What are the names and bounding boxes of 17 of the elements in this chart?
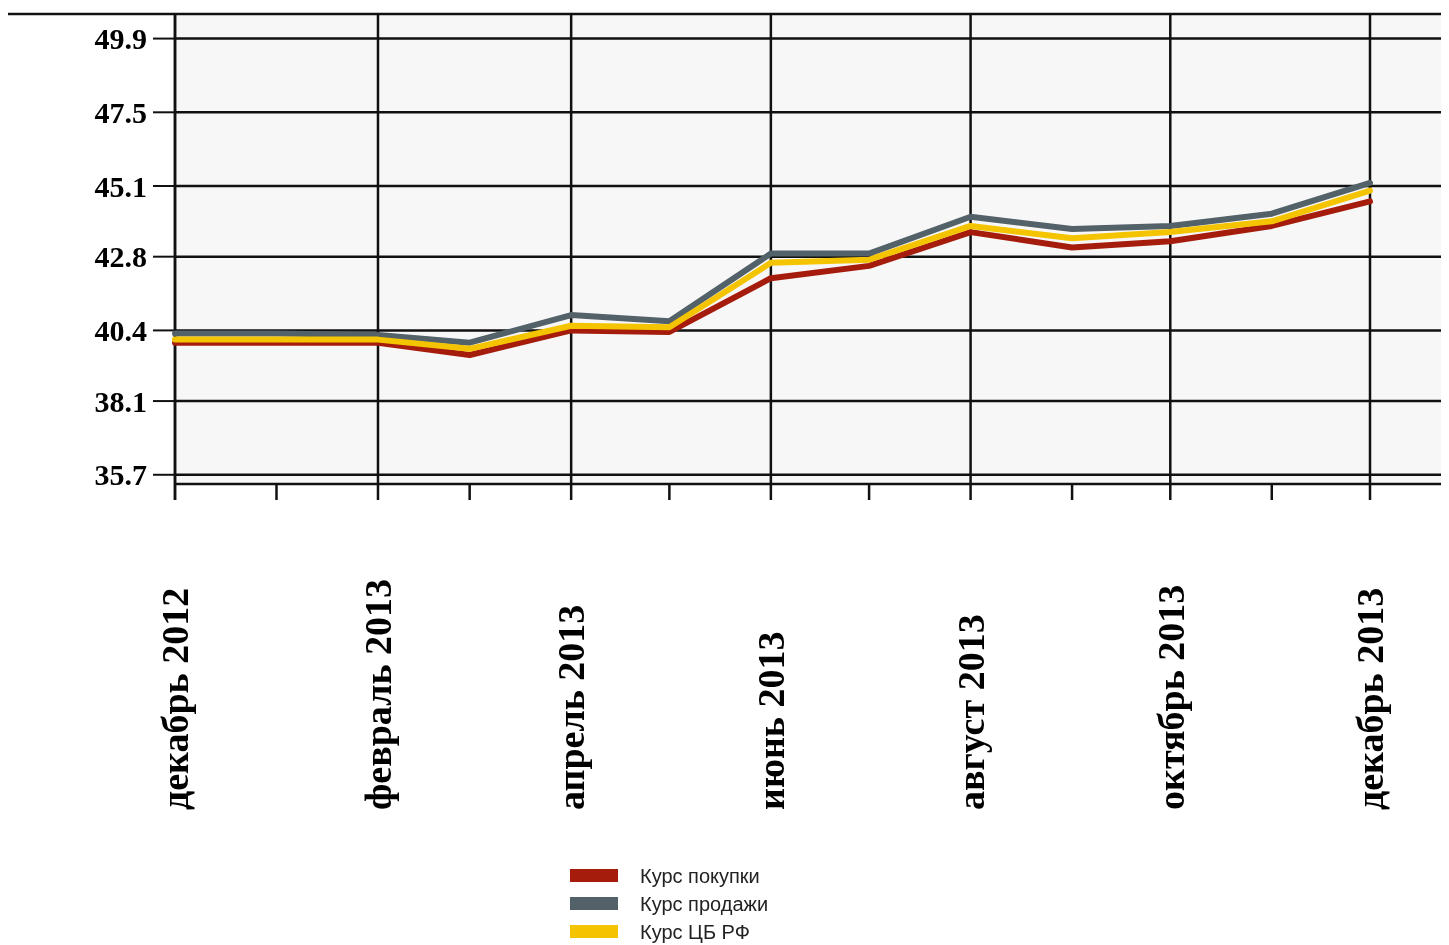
x-tick-label: июнь 2013 <box>750 631 793 810</box>
legend-label: Курс покупки <box>640 865 760 887</box>
legend-label: Курс ЦБ РФ <box>640 921 750 943</box>
legend-label: Курс продажи <box>640 893 769 915</box>
y-tick-label: 35.7 <box>94 458 147 492</box>
y-tick-label: 45.1 <box>94 169 147 203</box>
y-tick-label: 47.5 <box>94 95 147 129</box>
y-tick-label: 38.1 <box>94 384 147 418</box>
x-tick-label: октябрь 2013 <box>1149 584 1192 810</box>
x-tick-label: декабрь 2012 <box>154 587 197 810</box>
x-tick-label: февраль 2013 <box>357 578 400 810</box>
y-tick-label: 49.9 <box>94 22 147 56</box>
y-tick-label: 42.8 <box>94 240 147 274</box>
x-tick-label: апрель 2013 <box>550 604 593 810</box>
x-tick-label: декабрь 2013 <box>1349 587 1392 810</box>
y-tick-label: 40.4 <box>94 313 147 347</box>
x-tick-label: август 2013 <box>949 614 992 810</box>
